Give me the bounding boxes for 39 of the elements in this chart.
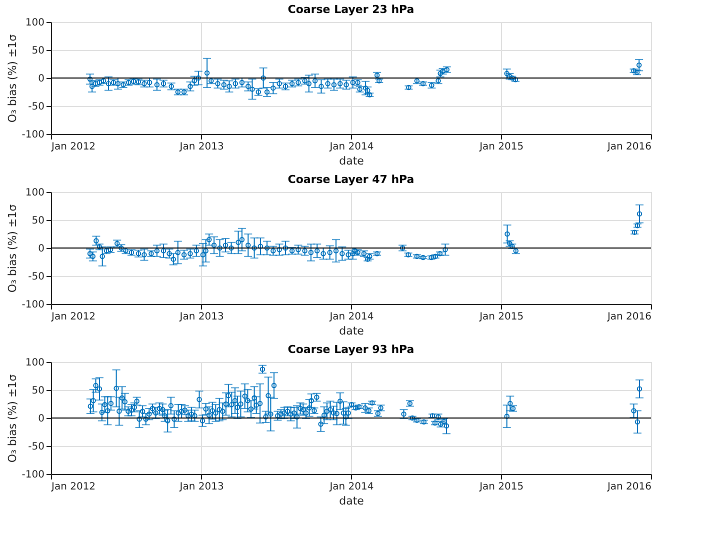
x-tick-label: Jan 2016 (606, 142, 652, 152)
y-tick-label: -50 (28, 272, 44, 282)
y-tick-label: -100 (22, 300, 44, 310)
chart-title: Coarse Layer 47 hPa (288, 173, 414, 186)
y-axis-title: O₃ bias (%) ±1σ (6, 374, 19, 463)
x-tick-label: Jan 2013 (178, 142, 224, 152)
x-tick-label: Jan 2012 (50, 312, 96, 322)
x-tick-label: Jan 2015 (478, 482, 524, 492)
y-axis-title: O₃ bias (%) ±1σ (6, 34, 19, 123)
y-tick-label: -100 (22, 470, 44, 480)
x-tick-label: Jan 2014 (328, 482, 374, 492)
chart-title: Coarse Layer 93 hPa (288, 343, 414, 356)
x-tick-label: Jan 2015 (478, 142, 524, 152)
y-tick-label: 0 (38, 244, 44, 254)
y-tick-label: -100 (22, 130, 44, 140)
x-axis-title: date (339, 324, 364, 338)
x-axis-title: date (339, 494, 364, 508)
y-tick-label: 50 (32, 386, 44, 396)
y-tick-label: -50 (28, 442, 44, 452)
y-tick-label: 0 (38, 414, 44, 424)
y-tick-label: 100 (25, 188, 44, 198)
y-tick-label: 50 (32, 46, 44, 56)
x-tick-label: Jan 2016 (606, 482, 652, 492)
x-tick-label: Jan 2014 (328, 312, 374, 322)
y-tick-label: 0 (38, 74, 44, 84)
x-axis-title: date (339, 154, 364, 168)
x-tick-label: Jan 2012 (50, 142, 96, 152)
x-tick-label: Jan 2012 (50, 482, 96, 492)
x-tick-label: Jan 2014 (328, 142, 374, 152)
chart-title: Coarse Layer 23 hPa (288, 3, 414, 16)
x-tick-label: Jan 2013 (178, 312, 224, 322)
x-tick-label: Jan 2015 (478, 312, 524, 322)
y-axis-title: O₃ bias (%) ±1σ (6, 204, 19, 293)
x-tick-label: Jan 2013 (178, 482, 224, 492)
y-tick-label: -50 (28, 102, 44, 112)
y-tick-label: 100 (25, 18, 44, 28)
y-tick-label: 100 (25, 358, 44, 368)
x-tick-label: Jan 2016 (606, 312, 652, 322)
y-tick-label: 50 (32, 216, 44, 226)
